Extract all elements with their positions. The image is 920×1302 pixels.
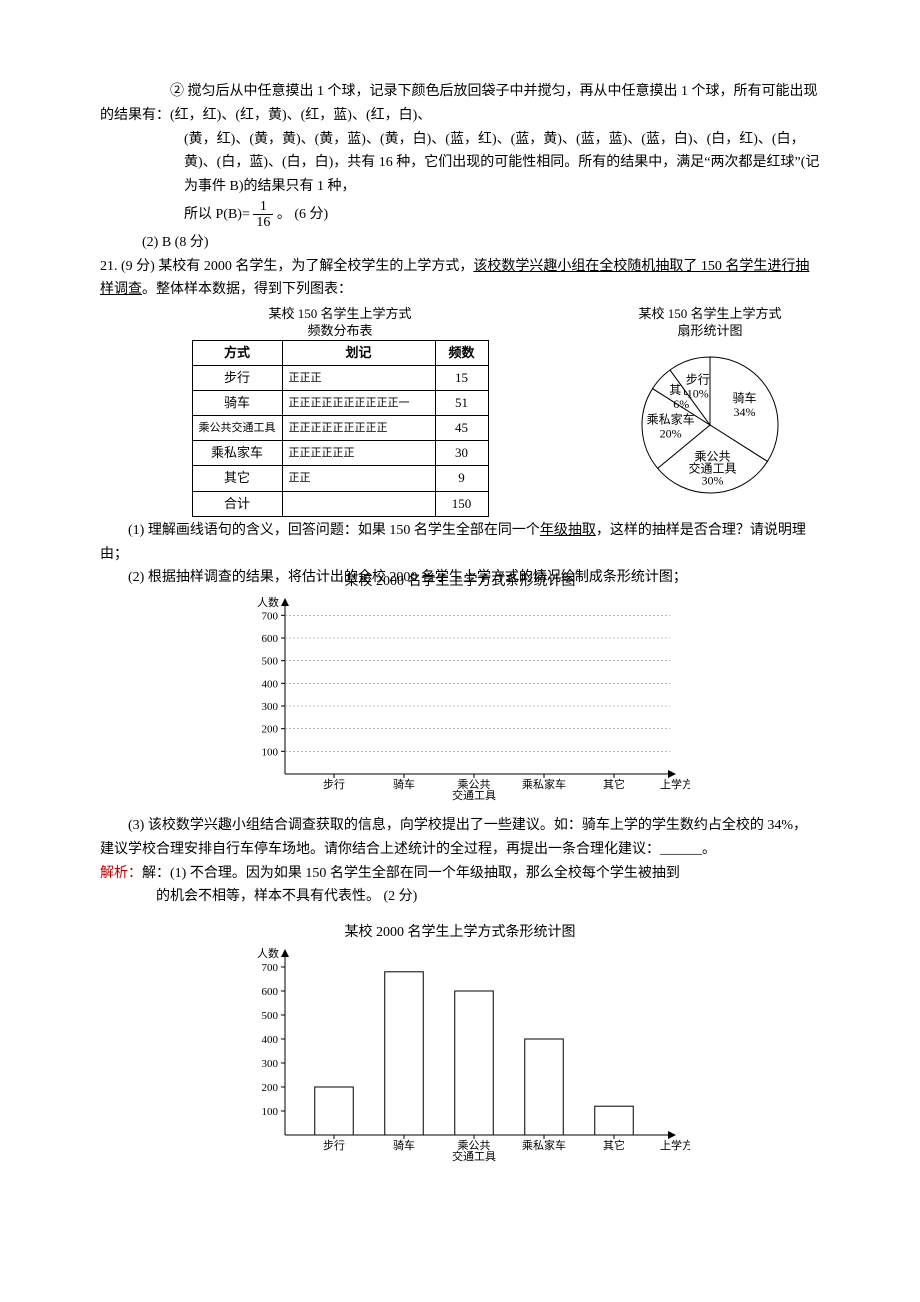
svg-text:步行: 步行	[323, 778, 345, 791]
empty-bar-chart: 100200300400500600700人数步行骑车乘公共交通工具乘私家车其它…	[230, 594, 690, 814]
svg-text:上学方式: 上学方式	[660, 1138, 690, 1152]
p2-line3: 所以 P(B)= 1 16 。 (6 分)	[100, 199, 820, 231]
svg-text:500: 500	[262, 1010, 279, 1022]
table-header-row: 方式 划记 频数	[192, 340, 488, 365]
svg-text:30%: 30%	[701, 473, 723, 487]
svg-text:600: 600	[262, 986, 279, 998]
svg-text:乘私家车: 乘私家车	[522, 1138, 566, 1152]
bar-chart-title: 某校 2000 名学生上学方式条形统计图	[100, 921, 820, 945]
table-row: 步行正正正15	[192, 366, 488, 391]
answer-block: 解析：解：(1) 不合理。因为如果 150 名学生全部在同一个年级抽取，那么全校…	[100, 862, 820, 886]
svg-text:34%: 34%	[734, 405, 756, 419]
table-row: 骑车正正正正正正正正正正一51	[192, 391, 488, 416]
svg-text:上学方式: 上学方式	[660, 777, 690, 791]
answer-label: 解析：	[100, 866, 142, 881]
freq-table-title: 某校 150 名学生上学方式 频数分布表	[100, 306, 580, 340]
svg-text:700: 700	[262, 962, 279, 974]
svg-text:骑车: 骑车	[393, 777, 415, 791]
fraction: 1 16	[253, 199, 273, 231]
pie-chart: 骑车34%乘公共交通工具30%乘私家车20%其它6%步行10%	[600, 340, 820, 510]
svg-text:骑车: 骑车	[733, 390, 757, 405]
svg-text:交通工具: 交通工具	[452, 788, 496, 802]
table-row: 乘公共交通工具正正正正正正正正正45	[192, 416, 488, 441]
answer-2b: (2) B (8 分)	[100, 231, 820, 255]
pie-title: 某校 150 名学生上学方式 扇形统计图	[600, 306, 820, 340]
p2-line1: ② 搅匀后从中任意摸出 1 个球，记录下颜色后放回袋子中并搅匀，再从中任意摸出 …	[100, 80, 820, 128]
pie-chart-block: 某校 150 名学生上学方式 扇形统计图 骑车34%乘公共交通工具30%乘私家车…	[600, 306, 820, 519]
svg-text:骑车: 骑车	[393, 1138, 415, 1152]
svg-text:乘私家车: 乘私家车	[647, 411, 695, 426]
svg-text:交通工具: 交通工具	[452, 1149, 496, 1163]
svg-text:700: 700	[262, 610, 279, 622]
svg-text:其它: 其它	[603, 777, 625, 791]
svg-text:步行: 步行	[686, 372, 710, 386]
q21-stem: 21. (9 分) 某校有 2000 名学生，为了解全校学生的上学方式，该校数学…	[100, 255, 820, 303]
freq-table-block: 某校 150 名学生上学方式 频数分布表 方式 划记 频数 步行正正正15 骑车…	[100, 306, 580, 516]
table-row: 其它正正9	[192, 466, 488, 491]
svg-text:人数: 人数	[257, 947, 279, 960]
svg-text:步行: 步行	[323, 1139, 345, 1152]
prob-text-2: ② 搅匀后从中任意摸出 1 个球，记录下颜色后放回袋子中并搅匀，再从中任意摸出 …	[100, 80, 820, 231]
svg-text:乘私家车: 乘私家车	[522, 777, 566, 791]
svg-text:500: 500	[262, 656, 279, 668]
svg-text:人数: 人数	[257, 596, 279, 609]
svg-text:10%: 10%	[687, 386, 709, 400]
q21-sub1: (1) 理解画线语句的含义，回答问题：如果 150 名学生全部在同一个年级抽取，…	[100, 519, 820, 567]
freq-table: 方式 划记 频数 步行正正正15 骑车正正正正正正正正正正一51 乘公共交通工具…	[192, 340, 489, 517]
svg-text:600: 600	[262, 633, 279, 645]
answer-line2: 的机会不相等，样本不具有代表性。 (2 分)	[100, 885, 820, 909]
svg-text:200: 200	[262, 1082, 279, 1094]
svg-text:200: 200	[262, 724, 279, 736]
svg-text:400: 400	[262, 1034, 279, 1046]
filled-bar-chart: 100200300400500600700人数步行骑车乘公共交通工具乘私家车其它…	[230, 945, 690, 1175]
table-row: 合计150	[192, 491, 488, 516]
q21-sub3: (3) 该校数学兴趣小组结合调查获取的信息，向学校提出了一些建议。如：骑车上学的…	[100, 814, 820, 862]
svg-text:100: 100	[262, 746, 279, 758]
svg-text:300: 300	[262, 701, 279, 713]
table-row: 乘私家车正正正正正正30	[192, 441, 488, 466]
svg-text:其它: 其它	[603, 1138, 625, 1152]
svg-text:100: 100	[262, 1106, 279, 1118]
svg-text:20%: 20%	[660, 426, 682, 440]
svg-text:400: 400	[262, 678, 279, 690]
svg-text:300: 300	[262, 1058, 279, 1070]
p2-line2: (黄，红)、(黄，黄)、(黄，蓝)、(黄，白)、(蓝，红)、(蓝，黄)、(蓝，蓝…	[100, 128, 820, 199]
